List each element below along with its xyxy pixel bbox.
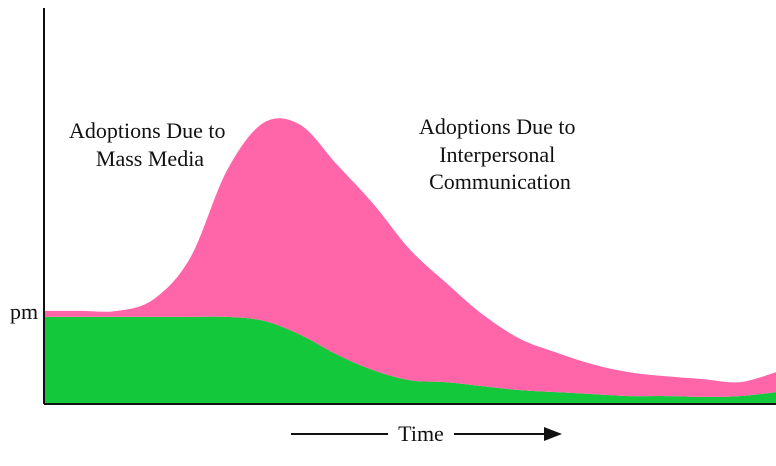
annotation-mass-media: Adoptions Due to Mass Media [69,118,231,171]
annotation-interpersonal: Adoptions Due to Interpersonal Communica… [419,114,581,194]
time-arrow-head [544,427,562,441]
annotation-interpersonal-line-1: Adoptions Due to [419,114,575,139]
y-tick-label-pm: pm [10,299,38,324]
area-layer [44,118,776,404]
x-axis-label-group: Time [291,421,562,446]
annotation-mass-media-line-2: Mass Media [96,146,204,171]
annotation-mass-media-line-1: Adoptions Due to [69,118,225,143]
area-series-interpersonal [44,118,776,397]
x-axis-label: Time [398,421,444,446]
annotation-interpersonal-line-3: Communication [429,169,571,194]
area-series-mass-media [44,316,776,404]
annotation-interpersonal-line-2: Interpersonal [439,142,555,167]
